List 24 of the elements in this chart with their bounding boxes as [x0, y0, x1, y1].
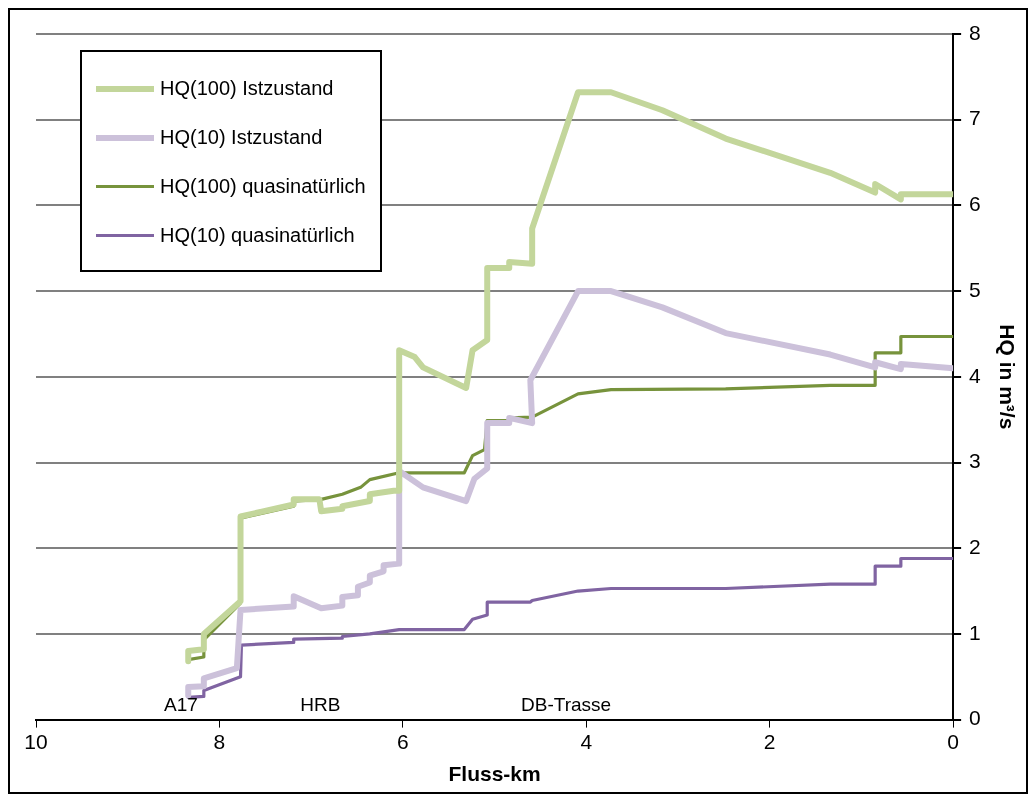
x-tick-label: 0	[947, 730, 959, 753]
annotation: DB-Trasse	[521, 693, 612, 715]
x-tick-label: 4	[580, 730, 593, 753]
y-tick-label: 2	[969, 535, 981, 558]
annotation: HRB	[300, 693, 341, 715]
x-tick-label: 2	[763, 730, 776, 753]
x-tick-label: 6	[397, 730, 409, 753]
y-tick-label: 1	[969, 620, 981, 644]
y-tick-label: 5	[969, 277, 981, 301]
y-tick-label: 6	[969, 192, 981, 216]
y-tick-label: 0	[969, 706, 981, 730]
legend-label: HQ(10) quasinatürlich	[160, 224, 355, 247]
legend-label: HQ(100) quasinatürlich	[160, 175, 366, 198]
legend-label: HQ(10) Istzustand	[160, 126, 323, 149]
x-tick-label: 8	[213, 730, 226, 753]
x-axis-title: Fluss-km	[448, 762, 541, 786]
x-tick-label: 10	[24, 730, 48, 753]
y-axis-title: HQ in m³/s	[995, 324, 1019, 430]
y-tick-label: 8	[969, 20, 981, 44]
y-tick-label: 7	[969, 106, 981, 130]
legend-label: HQ(100) Istzustand	[160, 77, 334, 100]
y-tick-label: 4	[969, 363, 982, 387]
annotation: A17	[164, 693, 198, 715]
y-tick-label: 3	[969, 449, 981, 473]
